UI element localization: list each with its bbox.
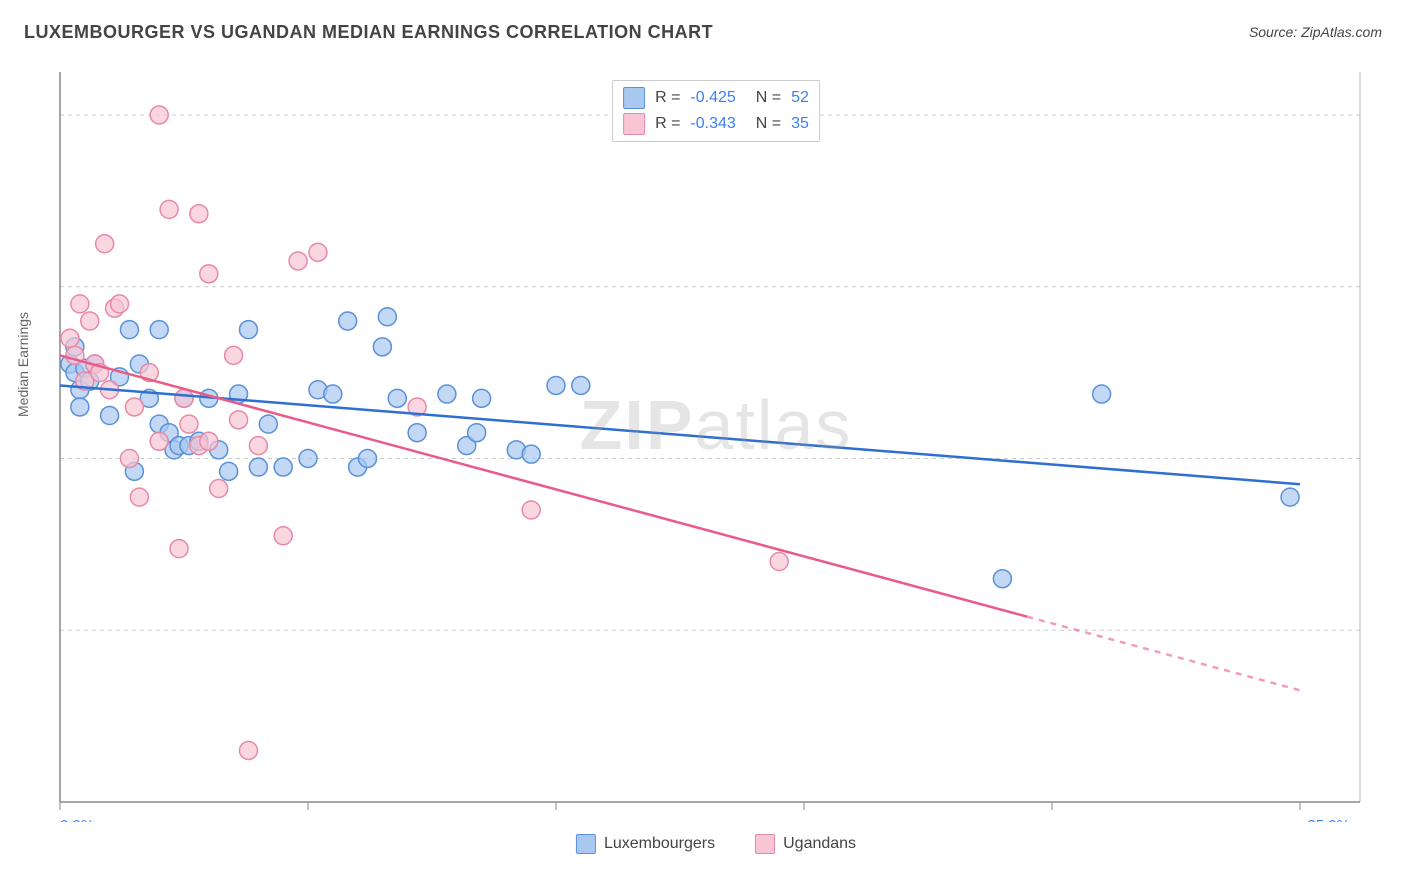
legend-swatch [755,834,775,854]
svg-text:25.0%: 25.0% [1307,817,1350,822]
legend-r-label: R = [655,89,680,107]
source-label: Source: ZipAtlas.com [1249,24,1382,40]
y-axis-label: Median Earnings [15,312,31,417]
legend-item: Luxembourgers [576,834,715,854]
legend-swatch [576,834,596,854]
legend-label: Luxembourgers [604,835,715,853]
chart-area: Median Earnings $20,000$40,000$60,000$80… [50,62,1382,852]
legend-label: Ugandans [783,835,856,853]
legend-r-label: R = [655,115,680,133]
legend-swatch [623,87,645,109]
legend-swatch [623,113,645,135]
legend-n-value: 35 [791,115,809,133]
legend-stats-row: R = -0.343 N = 35 [623,111,809,137]
legend-n-label: N = [756,89,781,107]
scatter-chart: $20,000$40,000$60,000$80,0000.0%25.0% [50,62,1370,822]
svg-text:0.0%: 0.0% [60,817,94,822]
legend-item: Ugandans [755,834,856,854]
legend-r-value: -0.343 [690,115,735,133]
legend-stats-row: R = -0.425 N = 52 [623,85,809,111]
legend-n-label: N = [756,115,781,133]
legend-stats: R = -0.425 N = 52 R = -0.343 N = 35 [612,80,820,142]
chart-title: LUXEMBOURGER VS UGANDAN MEDIAN EARNINGS … [24,22,713,43]
legend-r-value: -0.425 [690,89,735,107]
legend-series: Luxembourgers Ugandans [576,834,856,854]
legend-n-value: 52 [791,89,809,107]
